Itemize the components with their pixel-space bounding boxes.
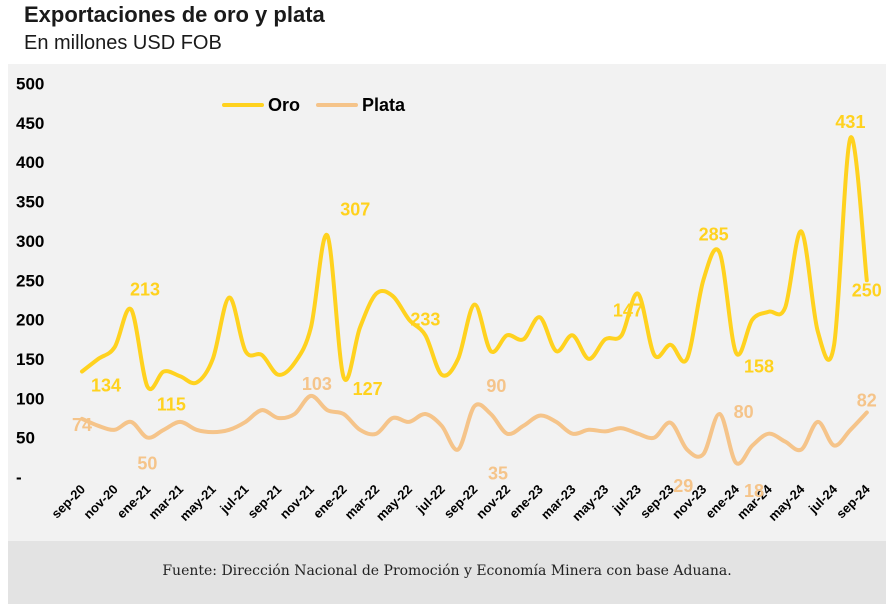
y-tick-label: 400 — [16, 153, 44, 172]
chart-panel: -50 100 150 200 250 300 350 400 450 500 sep-20 nov-… — [8, 64, 886, 541]
x-tick-label: may-23 — [569, 482, 611, 524]
data-label-oro: 147 — [613, 301, 643, 321]
data-label-plata: 80 — [734, 402, 754, 422]
chart-subtitle: En millones USD FOB — [24, 32, 222, 54]
data-label-oro: 213 — [130, 279, 160, 299]
data-label-oro: 158 — [744, 357, 774, 377]
x-tick-label: sep-24 — [833, 481, 873, 521]
x-tick-label: sep-20 — [48, 482, 88, 522]
series-line-plata — [80, 393, 869, 466]
y-tick-label: 150 — [16, 350, 44, 369]
x-tick-label: may-22 — [373, 482, 415, 524]
data-label-plata: 103 — [302, 374, 332, 394]
y-tick-label: 450 — [16, 114, 44, 133]
x-tick-label: may-21 — [177, 482, 219, 524]
data-label-oro: 307 — [340, 199, 370, 219]
y-tick-label: 250 — [16, 271, 44, 290]
x-tick-label: may-24 — [765, 481, 808, 524]
data-label-oro: 127 — [353, 379, 383, 399]
data-label-plata: 35 — [488, 463, 508, 483]
data-label-oro: 233 — [410, 309, 440, 329]
y-tick-label: 350 — [16, 193, 44, 212]
data-label-oro: 285 — [699, 225, 729, 245]
x-tick-label: sep-22 — [441, 482, 481, 522]
data-label-plata: 74 — [72, 415, 92, 435]
data-label-plata: 82 — [857, 390, 877, 410]
data-label-oro: 115 — [157, 394, 186, 414]
x-tick-label: nov-20 — [81, 482, 121, 522]
source-footer: Fuente: Dirección Nacional de Promoción … — [8, 541, 886, 604]
y-tick-label: - — [16, 468, 22, 487]
source-text: Fuente: Dirección Nacional de Promoción … — [162, 563, 732, 579]
data-label-plata: 29 — [673, 476, 693, 496]
legend-label-oro: Oro — [268, 95, 300, 115]
x-tick-label: nov-22 — [473, 482, 513, 522]
x-tick-label: sep-21 — [245, 482, 285, 522]
y-tick-label: 200 — [16, 311, 44, 330]
line-chart: -50100150200250300350400450500sep-20nov-… — [16, 75, 882, 524]
x-tick-label: ene-22 — [310, 482, 350, 522]
y-tick-label: 100 — [16, 389, 44, 408]
x-tick-label: nov-21 — [277, 482, 317, 522]
y-tick-label: 500 — [16, 75, 44, 94]
data-label-plata: 90 — [486, 376, 506, 396]
x-tick-label: ene-23 — [506, 482, 546, 522]
x-tick-label: sep-23 — [637, 482, 677, 522]
data-label-oro: 134 — [91, 376, 121, 396]
legend-label-plata: Plata — [362, 95, 406, 115]
data-label-plata: 50 — [137, 454, 157, 474]
data-label-plata: 18 — [744, 481, 764, 501]
y-tick-label: 300 — [16, 232, 44, 251]
y-tick-label: 50 — [16, 429, 35, 448]
chart-title: Exportaciones de oro y plata — [24, 2, 325, 27]
x-tick-label: ene-21 — [114, 482, 154, 522]
data-label-oro: 431 — [835, 112, 865, 132]
data-label-oro: 250 — [852, 280, 882, 300]
series-line-oro — [80, 135, 869, 391]
